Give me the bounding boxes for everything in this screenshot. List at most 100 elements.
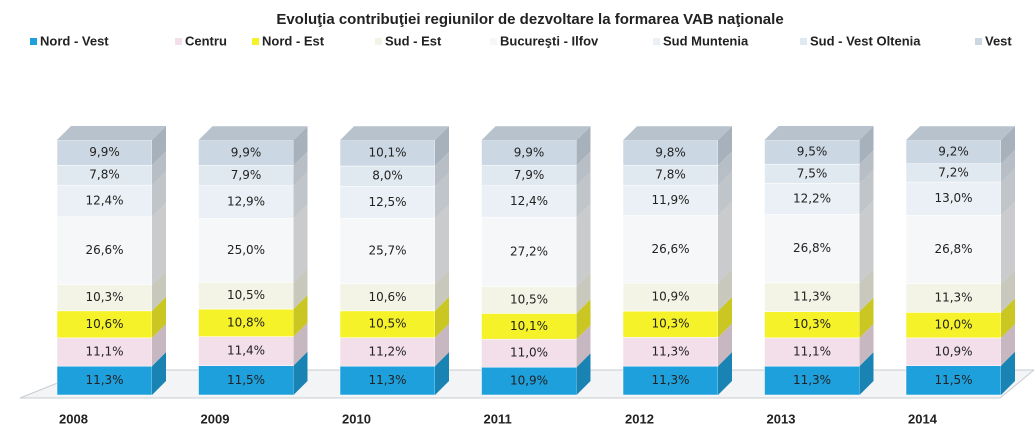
value-label: 26,8%	[793, 241, 831, 255]
bar-segment-side	[1001, 269, 1015, 313]
bar-top	[764, 126, 874, 140]
bar-segment-side	[293, 351, 308, 395]
bar-segment	[905, 214, 1002, 284]
bar-segment-side	[859, 297, 874, 338]
bar-segment	[905, 365, 1002, 396]
x-tick-label: 2014	[908, 411, 938, 426]
value-label: 26,6%	[85, 243, 123, 257]
bar-segment	[481, 185, 577, 218]
value-label: 10,6%	[368, 290, 406, 304]
bar-segment-side	[152, 202, 166, 285]
bar-segment-side	[293, 268, 308, 310]
value-label: 26,6%	[651, 242, 689, 256]
chart-title: Evoluţia contribuţiei regiunilor de dezv…	[276, 11, 783, 28]
bar-segment	[56, 184, 153, 218]
legend-label: Nord - Est	[262, 33, 325, 48]
value-label: 11,3%	[85, 373, 123, 387]
bar-segment-side	[576, 353, 591, 395]
value-label: 10,5%	[368, 317, 406, 331]
value-label: 9,9%	[514, 145, 545, 159]
bar-segment	[339, 365, 436, 396]
value-label: 7,9%	[231, 168, 262, 182]
bar-segment-side	[859, 150, 874, 184]
value-label: 7,2%	[938, 165, 969, 179]
x-tick-label: 2008	[59, 411, 88, 426]
bar-segment-side	[859, 169, 874, 215]
legend-swatch	[975, 38, 982, 45]
value-label: 11,3%	[368, 373, 406, 387]
bar-segment-side	[1001, 168, 1015, 216]
value-label: 12,5%	[368, 195, 406, 209]
bar-segment	[481, 286, 577, 314]
bar-segment-side	[718, 171, 732, 216]
bar-segment	[622, 310, 719, 338]
bar-segment-side	[1001, 298, 1015, 338]
bar-top	[623, 126, 732, 141]
bar-segment-side	[576, 272, 591, 314]
value-label: 11,3%	[651, 344, 689, 358]
value-label: 11,3%	[934, 290, 972, 304]
value-label: 11,5%	[227, 373, 265, 387]
bar-segment	[905, 283, 1002, 313]
bar-segment	[622, 215, 719, 284]
x-tick-label: 2013	[767, 411, 796, 426]
bar-segment-side	[576, 151, 591, 186]
value-label: 10,9%	[510, 374, 548, 388]
legend-label: Sud Muntenia	[663, 33, 749, 48]
bar-segment-side	[1001, 351, 1015, 395]
bar-segment	[198, 336, 294, 366]
value-label: 9,5%	[797, 145, 828, 159]
bar-segment-side	[293, 126, 308, 166]
bar-segment	[905, 337, 1002, 366]
bar-segment-side	[293, 151, 308, 186]
value-label: 11,1%	[85, 345, 123, 359]
bar-segment	[764, 214, 860, 284]
bar-segment-side	[718, 323, 732, 367]
bar-segment	[198, 218, 294, 283]
bar-segment-side	[293, 322, 308, 366]
bar-segment-side	[152, 323, 166, 367]
bar-segment-side	[859, 126, 874, 165]
value-label: 7,8%	[89, 168, 120, 182]
value-label: 10,5%	[227, 288, 265, 302]
value-label: 11,0%	[510, 346, 548, 360]
bar-segment-side	[435, 204, 449, 284]
value-label: 26,8%	[934, 242, 972, 256]
bar-segment	[622, 283, 719, 312]
value-label: 10,6%	[85, 317, 123, 331]
legend-swatch	[490, 38, 497, 45]
bar-segment-side	[576, 126, 591, 166]
legend-label: Sud - Vest Oltenia	[810, 33, 921, 48]
value-label: 11,1%	[793, 345, 831, 359]
bar-segment-side	[152, 270, 166, 311]
bar-segment-side	[718, 269, 732, 312]
bar-segment-side	[718, 352, 732, 395]
bar-segment	[56, 310, 153, 339]
value-label: 11,3%	[793, 290, 831, 304]
bar-segment	[56, 365, 153, 396]
bar-segment-side	[293, 295, 308, 337]
bar-segment	[622, 184, 719, 216]
value-label: 9,2%	[938, 144, 969, 158]
bar-segment-side	[859, 200, 874, 283]
value-label: 8,0%	[372, 169, 403, 183]
value-label: 10,5%	[510, 293, 548, 307]
legend-label: Bucureşti - Ilfov	[500, 33, 599, 48]
value-label: 10,3%	[85, 290, 123, 304]
value-label: 25,7%	[368, 244, 406, 258]
value-label: 11,3%	[793, 373, 831, 387]
value-label: 11,3%	[651, 373, 689, 387]
bar-segment-side	[152, 151, 166, 186]
legend-label: Sud - Est	[385, 33, 442, 48]
value-label: 12,4%	[85, 193, 123, 207]
value-label: 10,9%	[651, 290, 689, 304]
bar-segment	[622, 365, 719, 396]
bar-segment-side	[435, 352, 449, 395]
bar-top	[57, 126, 166, 140]
bar-segment	[56, 284, 153, 312]
bar-segment-side	[576, 171, 591, 218]
bar-segment-side	[718, 297, 732, 338]
bar-top	[481, 126, 591, 141]
bar-segment-side	[435, 172, 449, 219]
bar-segment-side	[1001, 323, 1015, 366]
